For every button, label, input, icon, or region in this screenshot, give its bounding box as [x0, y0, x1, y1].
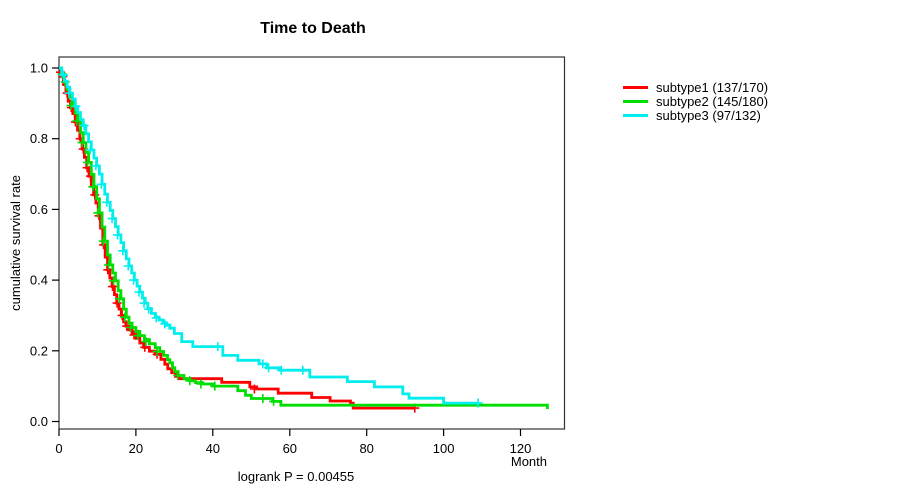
- censor-mark-subtype3: [123, 261, 133, 271]
- censor-mark-subtype3: [113, 230, 122, 240]
- censor-mark-subtype3: [298, 365, 308, 375]
- censor-mark-subtype2: [93, 208, 103, 218]
- censor-mark-subtype2: [141, 337, 151, 347]
- plot-area: 0 20 40 60 80 100 120 0.0 0.2 0.4 0.6 0.8 1.0: [30, 56, 566, 456]
- censor-mark-subtype2: [77, 138, 87, 148]
- censor-mark-subtype3: [473, 398, 483, 408]
- censor-mark-subtype2: [152, 347, 162, 356]
- series-subtype2: [57, 66, 549, 410]
- censor-mark-subtype3: [139, 298, 149, 308]
- legend-label-subtype2: subtype2 (145/180): [656, 94, 768, 109]
- censor-mark-subtype2: [258, 394, 268, 403]
- chart-title: Time to Death: [260, 20, 366, 37]
- censor-mark-subtype2: [269, 396, 279, 406]
- censor-mark-subtype3: [91, 161, 101, 171]
- censor-mark-subtype3: [134, 287, 144, 297]
- x-tick-label: 40: [206, 441, 220, 456]
- y-tick-label: 0.8: [30, 131, 48, 146]
- y-tick-label: 0.6: [30, 202, 48, 217]
- y-tick-label: 0.0: [30, 414, 48, 429]
- censor-mark-subtype2: [133, 331, 143, 341]
- censor-mark-subtype3: [258, 359, 268, 369]
- censor-mark-subtype3: [64, 88, 74, 98]
- x-axis: 0 20 40 60 80 100 120: [55, 429, 531, 456]
- legend-label-subtype3: subtype3 (97/132): [656, 108, 761, 123]
- censor-mark-subtype1: [108, 282, 117, 291]
- y-tick-label: 1.0: [30, 61, 48, 76]
- censor-mark-subtype2: [98, 236, 108, 246]
- censor-mark-subtype2: [196, 379, 206, 389]
- censor-mark-subtype3: [151, 313, 161, 323]
- censor-mark-subtype2: [120, 312, 130, 322]
- x-tick-label: 120: [510, 441, 532, 456]
- series-subtype3: [59, 66, 483, 408]
- x-tick-label: 20: [129, 441, 143, 456]
- censor-mark-subtype3: [144, 304, 154, 314]
- censor-mark-subtype2: [109, 276, 119, 286]
- censor-mark-subtype3: [160, 319, 170, 329]
- y-tick-label: 0.2: [30, 343, 48, 358]
- x-tick-label: 60: [283, 441, 297, 456]
- x-axis-label: Month: [511, 454, 547, 469]
- censor-mark-subtype3: [213, 342, 223, 352]
- censor-mark-subtype3: [102, 197, 112, 207]
- x-tick-label: 100: [433, 441, 455, 456]
- censor-mark-subtype3: [118, 246, 128, 256]
- legend: subtype1 (137/170) subtype2 (145/180) su…: [623, 80, 768, 123]
- x-tick-label: 0: [55, 441, 62, 456]
- censor-mark-subtype2: [185, 376, 195, 386]
- censor-mark-subtype1: [140, 342, 150, 352]
- censor-mark-subtype3: [59, 70, 69, 80]
- censor-mark-subtype2: [83, 157, 92, 167]
- censor-mark-subtype2: [88, 182, 98, 192]
- plot-box: [58, 56, 566, 430]
- censor-mark-subtype2: [210, 381, 220, 391]
- censor-mark-subtype2: [104, 260, 114, 270]
- censor-mark-subtype3: [264, 363, 274, 373]
- x-tick-label: 80: [359, 441, 373, 456]
- censor-mark-subtype2: [126, 323, 135, 332]
- censor-mark-subtype2: [114, 294, 124, 304]
- censor-mark-subtype3: [96, 179, 106, 189]
- censor-mark-subtype3: [107, 214, 117, 224]
- censor-mark-subtype3: [85, 145, 95, 155]
- censor-mark-subtype2: [173, 371, 183, 380]
- logrank-pvalue-text: logrank P = 0.00455: [238, 469, 355, 484]
- survival-curve-subtype2: [59, 66, 549, 410]
- y-tick-label: 0.4: [30, 273, 48, 288]
- y-axis-label: cumulative survival rate: [8, 175, 23, 311]
- censor-mark-subtype3: [79, 121, 89, 131]
- y-axis: 0.0 0.2 0.4 0.6 0.8 1.0: [30, 61, 59, 429]
- censor-mark-subtype3: [276, 365, 286, 375]
- censor-mark-subtype1: [249, 384, 259, 394]
- legend-label-subtype1: subtype1 (137/170): [656, 80, 768, 95]
- censor-mark-subtype3: [129, 275, 139, 285]
- censor-mark-subtype3: [71, 102, 81, 111]
